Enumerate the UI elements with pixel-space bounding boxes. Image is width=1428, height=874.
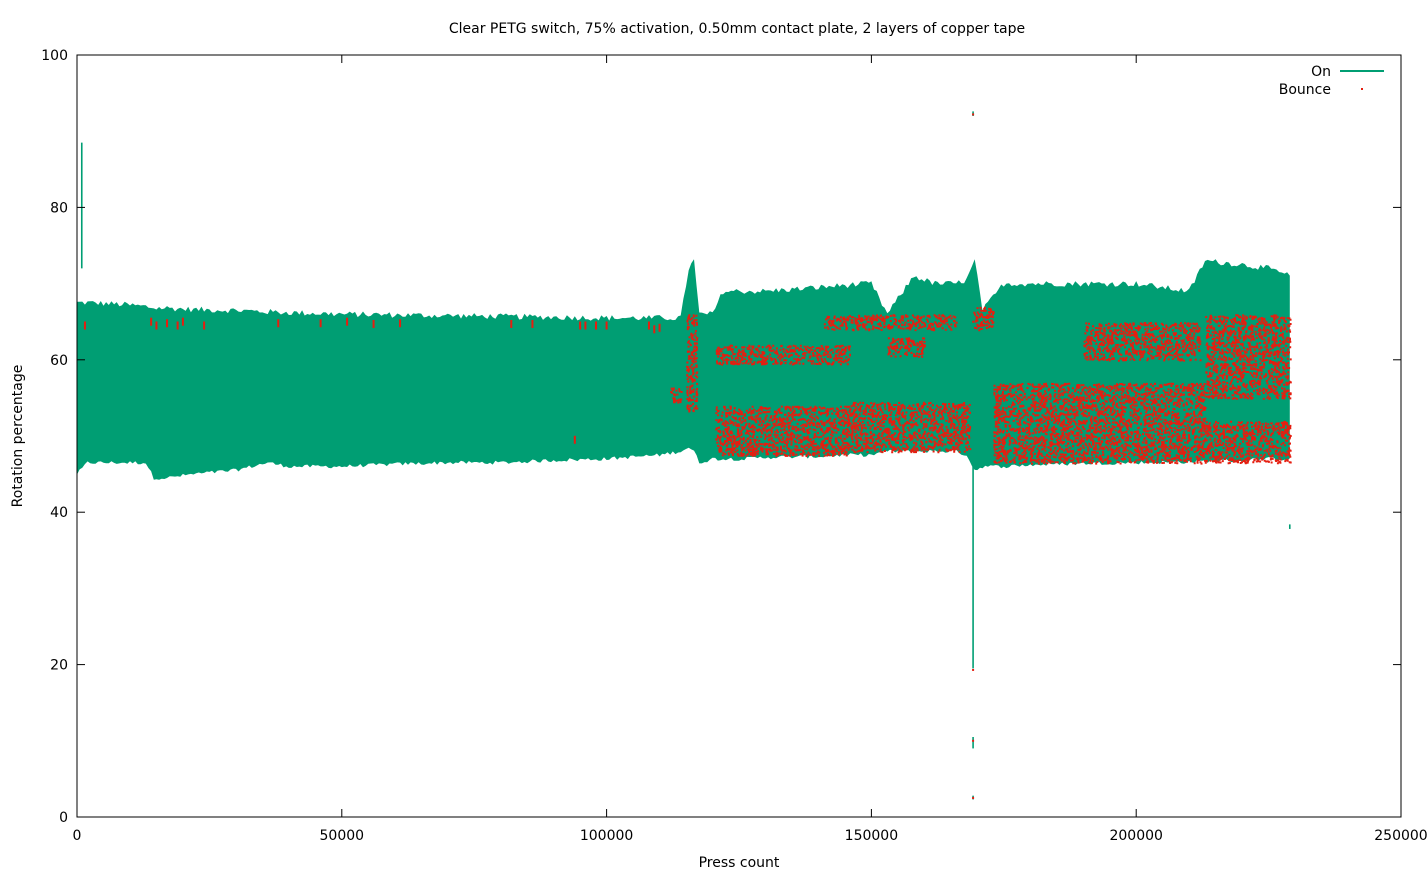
bounce-point-17 [605,321,608,330]
bounce-region-3 [715,344,851,366]
on-band [77,259,1290,480]
bounce-point-13 [531,319,534,328]
x-axis: 0 50000 100000 150000 200000 250000 [73,55,1428,844]
x-tick-label-4: 200000 [1109,828,1162,844]
bounce-region-10 [1083,322,1202,362]
bounce-point-9 [346,317,349,326]
bounce-point-12 [510,319,513,328]
bounce-point-16 [595,321,598,330]
bounce-region-1 [715,405,853,457]
bounce-point-15 [584,321,587,330]
bounce-point-8 [319,319,322,328]
y-tick-label-0: 0 [59,810,68,826]
bounce-region-8 [1205,314,1292,400]
bounce-point-6 [203,321,206,330]
x-tick-label-2: 100000 [580,828,633,844]
bounce-point-10 [372,319,375,328]
x-tick-label-1: 50000 [320,828,365,844]
legend-swatch-bounce [1361,88,1363,90]
bounce-region-11 [670,387,683,404]
x-tick-label-0: 0 [73,828,82,844]
bounce-points [83,113,1292,799]
bounce-region-6 [972,306,995,332]
bounce-point-3 [166,319,169,328]
x-axis-label: Press count [699,855,780,871]
bounce-region-9 [1205,420,1292,465]
bounce-region-0 [686,314,699,413]
legend-label-on: On [1311,64,1331,80]
bounce-point-5 [181,317,184,326]
bounce-point-2 [155,321,158,330]
x-tick-label-5: 250000 [1374,828,1427,844]
bounce-point-11 [399,319,402,328]
bounce-isolated-1 [972,739,975,742]
bounce-point-21 [573,435,576,444]
bounce-region-2 [850,401,972,454]
bounce-point-14 [579,321,582,330]
y-tick-label-2: 40 [50,505,68,521]
bounce-point-0 [83,321,86,330]
bounce-point-7 [277,319,280,328]
bounce-region-7 [993,382,1207,465]
bounce-point-18 [647,321,650,330]
chart-title: Clear PETG switch, 75% activation, 0.50m… [449,21,1025,37]
y-axis-label: Rotation percentage [10,365,26,508]
bounce-point-19 [653,325,656,334]
y-tick-label-5: 100 [41,48,68,64]
bounce-isolated-3 [972,113,975,116]
bounce-point-1 [150,317,153,326]
y-tick-label-3: 60 [50,353,68,369]
bounce-point-4 [176,321,179,330]
y-tick-label-4: 80 [50,200,68,216]
y-axis: 0 20 40 60 80 100 [41,48,1401,826]
y-tick-label-1: 20 [50,658,68,674]
bounce-isolated-0 [972,668,975,671]
legend: On Bounce [1279,64,1384,98]
bounce-region-4 [823,314,958,332]
plot-frame [76,54,1402,818]
bounce-isolated-2 [972,796,975,799]
legend-label-bounce: Bounce [1279,82,1331,98]
plot-area [77,111,1292,800]
x-tick-label-3: 150000 [845,828,898,844]
bounce-point-20 [658,323,661,332]
bounce-region-5 [887,337,926,358]
